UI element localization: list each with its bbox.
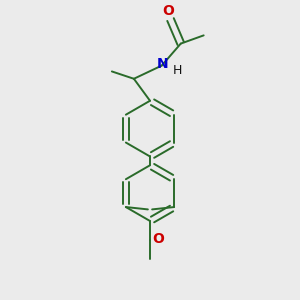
Text: O: O	[162, 4, 174, 18]
Text: N: N	[157, 57, 168, 71]
Text: O: O	[152, 232, 164, 247]
Text: H: H	[172, 64, 182, 77]
